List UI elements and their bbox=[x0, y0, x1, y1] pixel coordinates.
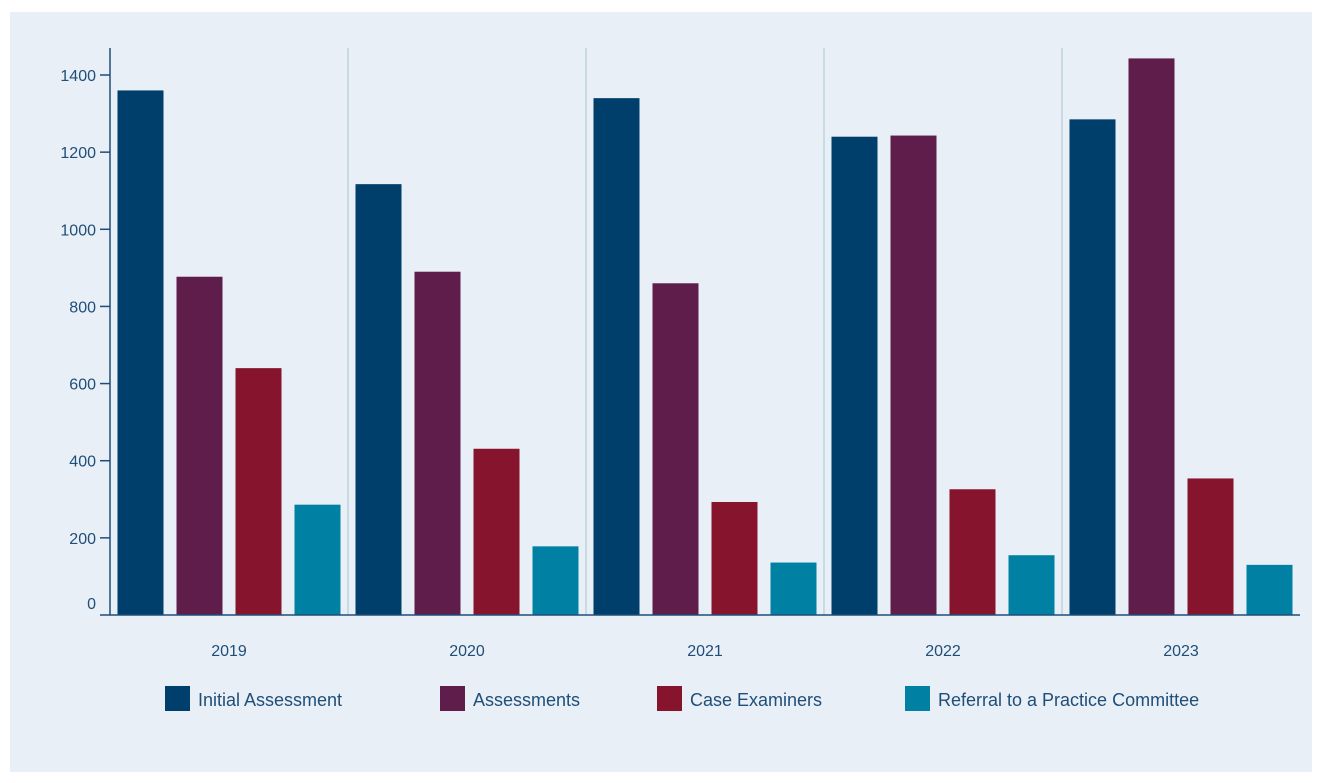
bar-assessments-2019 bbox=[176, 276, 223, 615]
y-tick-label: 200 bbox=[69, 531, 96, 548]
bar-referral-to-a-practice-committee-2020 bbox=[532, 546, 579, 615]
bar-case-examiners-2019 bbox=[235, 368, 282, 615]
bar-initial-assessment-2021 bbox=[593, 98, 640, 615]
legend-label-referral-to-a-practice-committee: Referral to a Practice Committee bbox=[938, 690, 1199, 710]
bar-initial-assessment-2023 bbox=[1069, 119, 1116, 615]
legend-label-initial-assessment: Initial Assessment bbox=[198, 690, 342, 710]
y-tick-label: 400 bbox=[69, 454, 96, 471]
bar-initial-assessment-2019 bbox=[117, 90, 164, 615]
legend-swatch-initial-assessment bbox=[165, 686, 190, 711]
bar-initial-assessment-2020 bbox=[355, 184, 402, 615]
x-tick-label: 2019 bbox=[211, 643, 247, 660]
x-tick-label: 2021 bbox=[687, 643, 723, 660]
bar-assessments-2023 bbox=[1128, 58, 1175, 615]
x-axis-ticks: 2019 2020 2021 2022 2023 bbox=[211, 643, 1199, 660]
legend: Initial Assessment Assessments Case Examin… bbox=[165, 686, 1199, 711]
bar-assessments-2021 bbox=[652, 283, 699, 615]
category-separators bbox=[347, 48, 1063, 615]
legend-label-assessments: Assessments bbox=[473, 690, 580, 710]
y-tick-label: 0 bbox=[87, 596, 96, 613]
bar-case-examiners-2023 bbox=[1187, 478, 1234, 615]
bar-referral-to-a-practice-committee-2022 bbox=[1008, 555, 1055, 615]
y-axis-ticks: 0 200 400 600 800 1000 1200 1400 bbox=[60, 68, 110, 613]
bar-assessments-2022 bbox=[890, 135, 937, 616]
bar-assessments-2020 bbox=[414, 271, 461, 615]
bar-referral-to-a-practice-committee-2021 bbox=[770, 562, 817, 615]
bar-initial-assessment-2022 bbox=[831, 136, 878, 615]
axes bbox=[100, 48, 1300, 616]
legend-label-case-examiners: Case Examiners bbox=[690, 690, 822, 710]
legend-swatch-case-examiners bbox=[657, 686, 682, 711]
bar-case-examiners-2021 bbox=[711, 501, 758, 615]
y-tick-label: 600 bbox=[69, 377, 96, 394]
bar-referral-to-a-practice-committee-2019 bbox=[294, 504, 341, 615]
legend-swatch-referral-to-a-practice-committee bbox=[905, 686, 930, 711]
x-tick-label: 2020 bbox=[449, 643, 485, 660]
y-tick-label: 800 bbox=[69, 299, 96, 316]
bar-referral-to-a-practice-committee-2023 bbox=[1246, 564, 1293, 615]
bars bbox=[117, 58, 1293, 616]
bar-case-examiners-2020 bbox=[473, 448, 520, 615]
x-tick-label: 2022 bbox=[925, 643, 961, 660]
x-tick-label: 2023 bbox=[1163, 643, 1199, 660]
legend-swatch-assessments bbox=[440, 686, 465, 711]
y-tick-label: 1200 bbox=[60, 145, 96, 162]
y-tick-label: 1000 bbox=[60, 222, 96, 239]
y-tick-label: 1400 bbox=[60, 68, 96, 85]
bar-case-examiners-2022 bbox=[949, 489, 996, 615]
